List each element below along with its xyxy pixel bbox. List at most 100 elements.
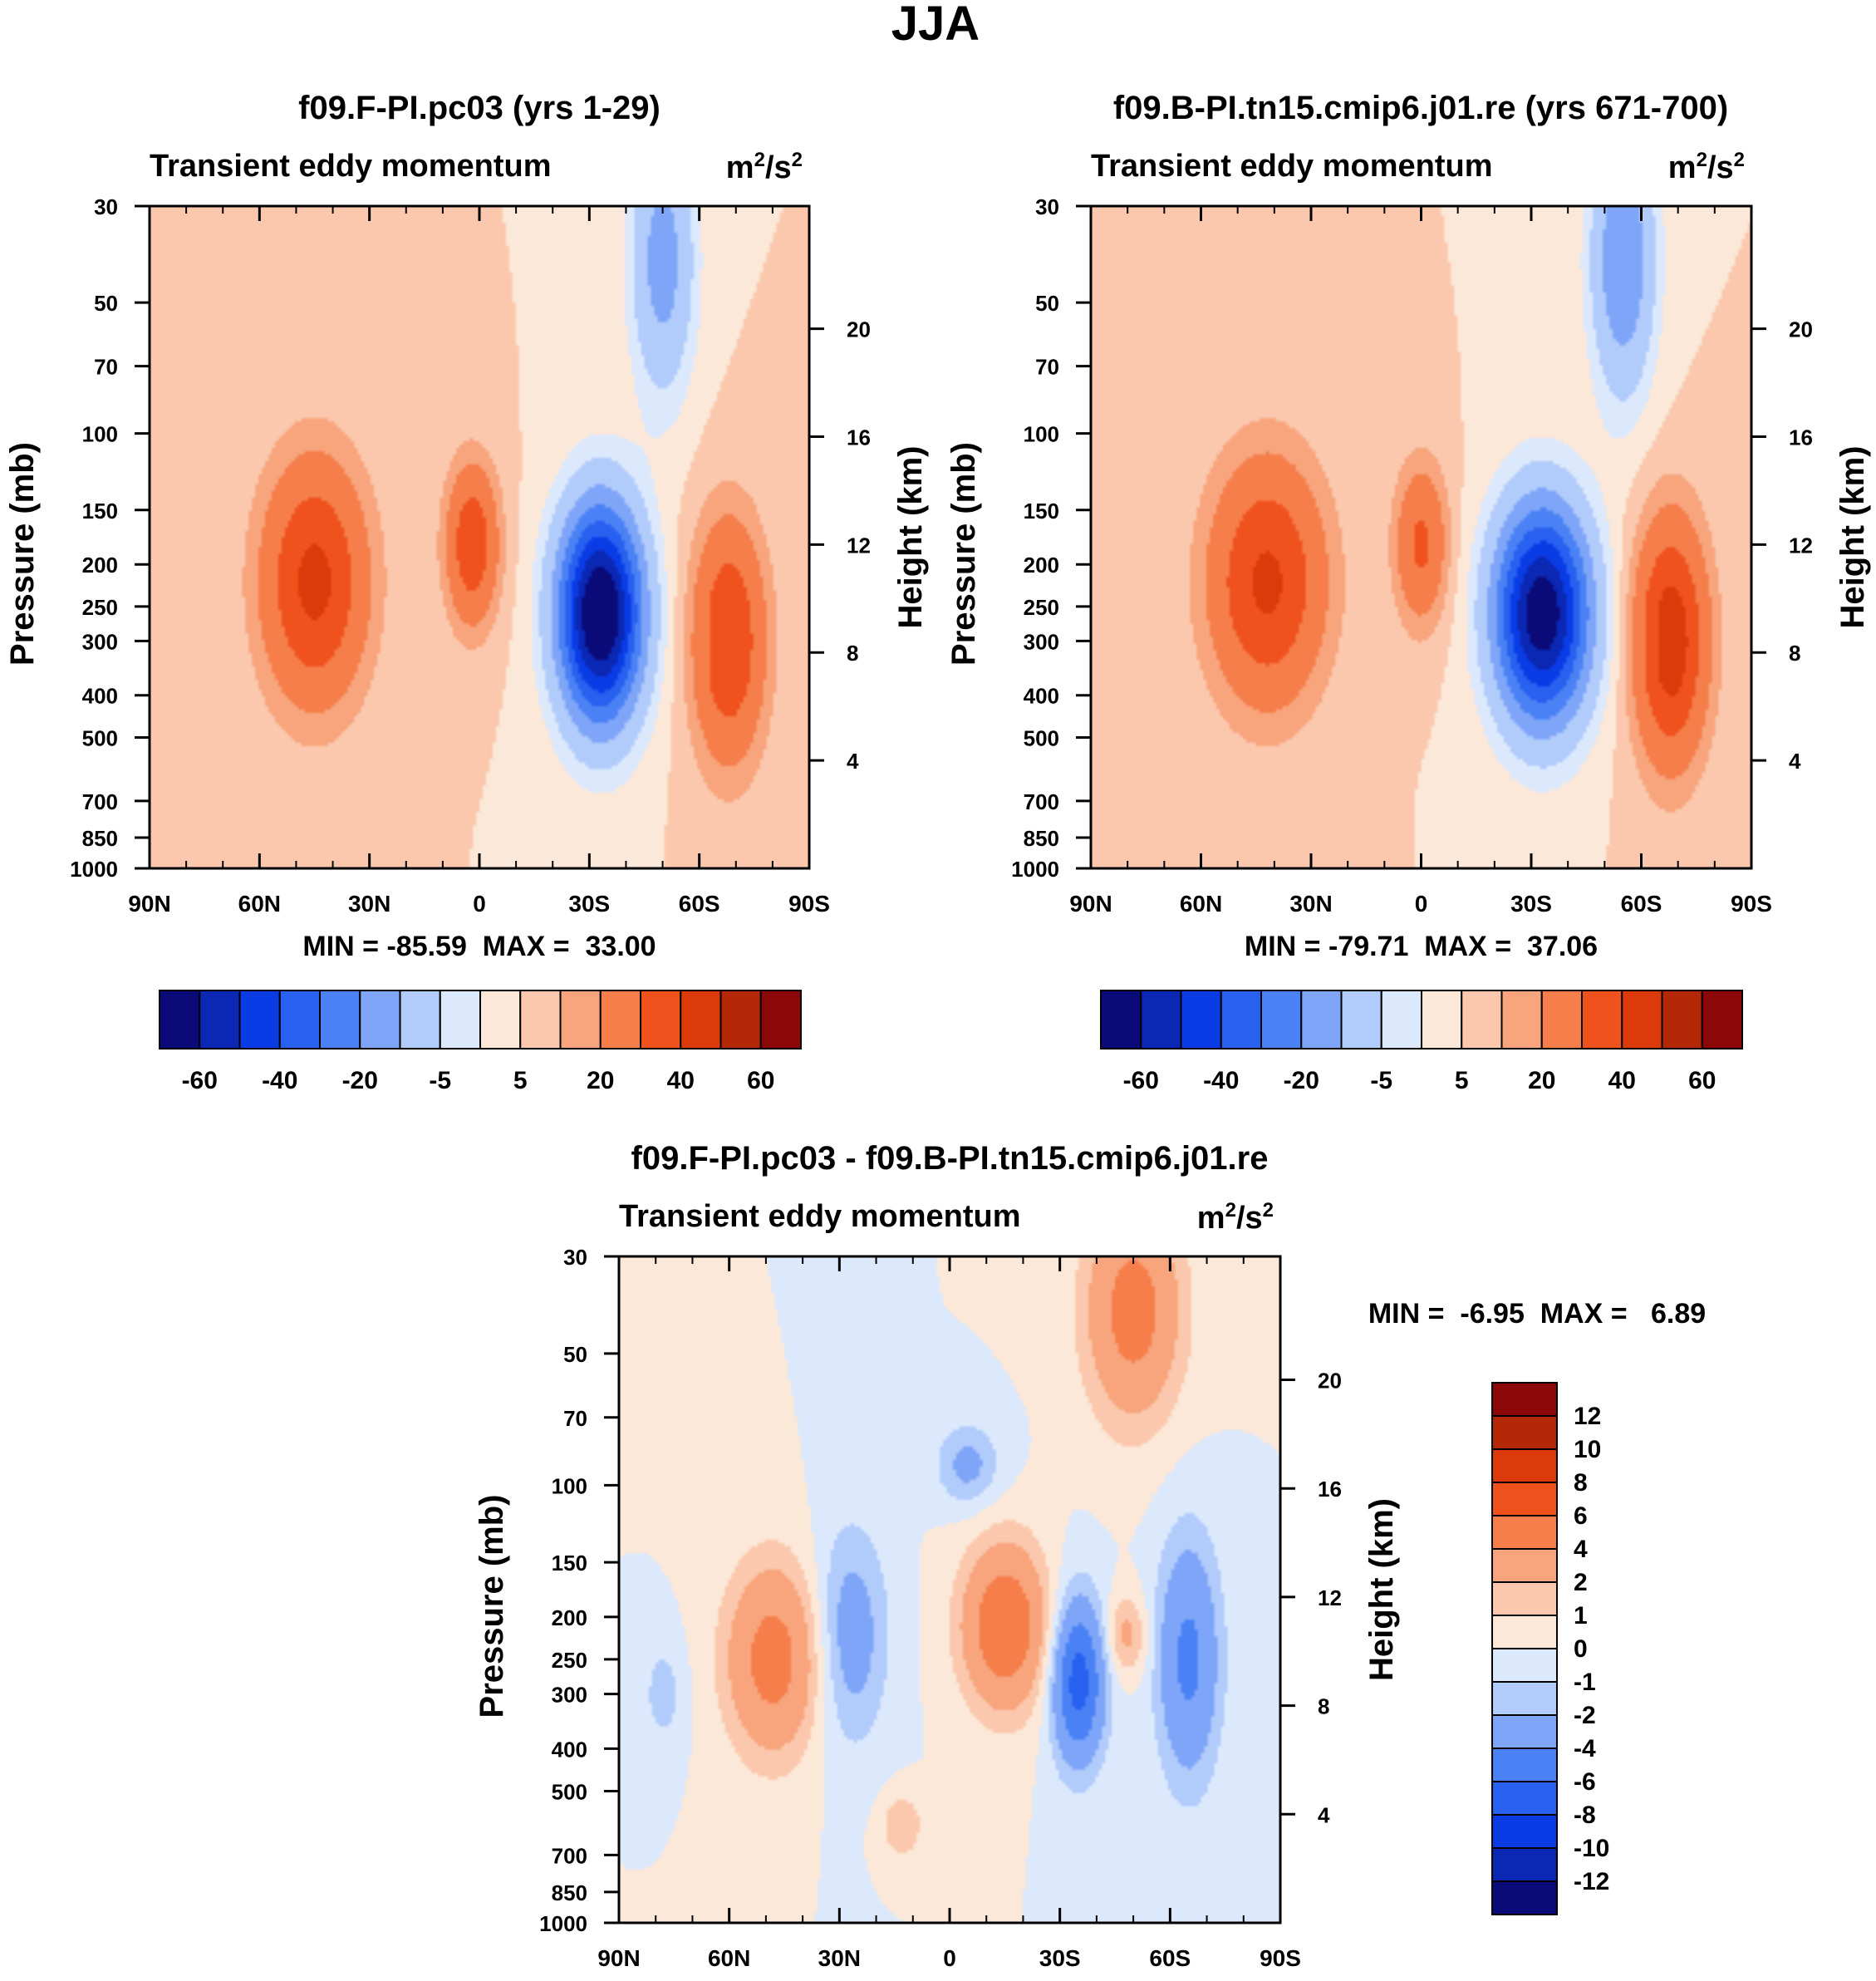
y2-tick-label: 20 bbox=[847, 317, 871, 342]
colorbar-swatch bbox=[1491, 1415, 1558, 1450]
y-tick-label: 1000 bbox=[539, 1911, 587, 1936]
colorbar-swatch bbox=[1491, 1781, 1558, 1816]
x-tick-label: 90S bbox=[788, 891, 830, 917]
colorbar-swatch bbox=[1491, 1847, 1558, 1882]
units-sup: 2 bbox=[1734, 149, 1745, 171]
y2-tick-label: 4 bbox=[847, 749, 859, 774]
y-tick-label: 1000 bbox=[1011, 857, 1059, 882]
units-sup: 2 bbox=[1225, 1199, 1236, 1222]
colorbar-swatch bbox=[439, 990, 481, 1049]
y2-tick-label: 16 bbox=[1318, 1477, 1342, 1502]
colorbar-swatch bbox=[1491, 1615, 1558, 1649]
units-mid: /s bbox=[1236, 1201, 1263, 1236]
x-tick-label: 60N bbox=[238, 891, 281, 917]
x-tick-label: 90N bbox=[128, 891, 170, 917]
x-tick-label: 90S bbox=[1260, 1945, 1301, 1971]
y2-tick-label: 12 bbox=[847, 533, 871, 558]
y-tick-label: 700 bbox=[552, 1843, 587, 1868]
x-tick-label: 60S bbox=[1621, 891, 1662, 917]
colorbar-label: -40 bbox=[1203, 1067, 1239, 1094]
x-tick-label: 0 bbox=[1415, 891, 1428, 917]
colorbar-label: 0 bbox=[1574, 1635, 1588, 1663]
x-tick-label: 60S bbox=[1149, 1945, 1191, 1971]
y-tick-label: 1000 bbox=[70, 857, 118, 882]
y-tick-label: 100 bbox=[82, 422, 118, 447]
colorbar-swatch bbox=[359, 990, 401, 1049]
y-tick-label: 500 bbox=[552, 1779, 587, 1804]
colorbar-swatch bbox=[1461, 990, 1503, 1049]
colorbar-swatch bbox=[1491, 1581, 1558, 1616]
colorbar-swatch bbox=[559, 990, 602, 1049]
units-mid: /s bbox=[1707, 150, 1734, 185]
colorbar-swatch bbox=[1491, 1681, 1558, 1716]
colorbar-swatch bbox=[1491, 1714, 1558, 1749]
y-tick-label: 200 bbox=[552, 1605, 587, 1630]
colorbar-swatch bbox=[1500, 990, 1543, 1049]
x-tick-label: 30S bbox=[1510, 891, 1552, 917]
colorbar-swatch bbox=[1701, 990, 1743, 1049]
x-tick-label: 90N bbox=[1069, 891, 1112, 917]
panel-subtitle: Transient eddy momentum bbox=[150, 149, 552, 184]
x-tick-label: 30N bbox=[818, 1945, 861, 1971]
colorbar-label: -12 bbox=[1574, 1868, 1609, 1895]
y-tick-label: 300 bbox=[1024, 629, 1059, 654]
y-tick-label: 300 bbox=[82, 629, 118, 654]
min-max-stats: MIN = -79.71 MAX = 37.06 bbox=[1245, 931, 1598, 962]
x-tick-label: 60S bbox=[679, 891, 720, 917]
colorbar-swatch bbox=[640, 990, 682, 1049]
colorbar-label: -60 bbox=[182, 1067, 218, 1094]
colorbar-swatch bbox=[278, 990, 321, 1049]
units-base: m bbox=[1668, 150, 1697, 185]
y-tick-label: 500 bbox=[82, 725, 118, 750]
y2-axis-title: Height (km) bbox=[1363, 1498, 1400, 1681]
colorbar: -60 -40 -20 -5 5 20 40 60 bbox=[159, 990, 802, 1094]
colorbar-swatch bbox=[1491, 1548, 1558, 1583]
panel-subtitle: Transient eddy momentum bbox=[1091, 149, 1493, 184]
colorbar-label: -20 bbox=[1284, 1067, 1319, 1094]
colorbar-swatch bbox=[199, 990, 241, 1049]
y2-tick-label: 20 bbox=[1789, 317, 1813, 342]
colorbar-label: 8 bbox=[1574, 1469, 1588, 1497]
colorbar-swatch bbox=[1491, 1448, 1558, 1483]
units-sup: 2 bbox=[754, 149, 765, 171]
colorbar-label: 2 bbox=[1574, 1569, 1588, 1596]
panel-1: f09.F-PI.pc03 (yrs 1-29) Transient eddy m… bbox=[4, 90, 929, 1094]
colorbar-label: 20 bbox=[1528, 1067, 1555, 1094]
y-tick-label: 400 bbox=[82, 684, 118, 709]
y-tick-label: 50 bbox=[563, 1342, 587, 1367]
y2-axis-title: Height (km) bbox=[1834, 446, 1871, 629]
colorbar-label: 60 bbox=[1688, 1067, 1716, 1094]
panel-subtitle: Transient eddy momentum bbox=[619, 1199, 1021, 1234]
colorbar-swatch bbox=[1621, 990, 1663, 1049]
colorbar-swatch bbox=[719, 990, 762, 1049]
colorbar-swatch bbox=[1491, 1515, 1558, 1550]
y-tick-label: 500 bbox=[1024, 725, 1059, 750]
x-tick-label: 60N bbox=[708, 1945, 750, 1971]
colorbar-label: -5 bbox=[1370, 1067, 1392, 1094]
colorbar-swatch bbox=[1581, 990, 1623, 1049]
colorbar: -60 -40 -20 -5 5 20 40 60 bbox=[1100, 990, 1743, 1094]
x-tick-label: 30S bbox=[1039, 1945, 1081, 1971]
colorbar-swatch bbox=[1540, 990, 1583, 1049]
y-tick-label: 700 bbox=[82, 789, 118, 814]
colorbar-swatch bbox=[1491, 1880, 1558, 1915]
y2-tick-label: 8 bbox=[1318, 1694, 1329, 1719]
x-tick-label: 0 bbox=[473, 891, 486, 917]
x-tick-label: 30N bbox=[348, 891, 390, 917]
colorbar-label: 5 bbox=[1455, 1067, 1469, 1094]
colorbar-label: 40 bbox=[1608, 1067, 1636, 1094]
min-max-stats: MIN = -6.95 MAX = 6.89 bbox=[1368, 1298, 1706, 1330]
colorbar-label: -20 bbox=[342, 1067, 378, 1094]
y-axis-title: Pressure (mb) bbox=[474, 1495, 510, 1718]
y-tick-label: 50 bbox=[94, 291, 118, 316]
y-tick-label: 200 bbox=[1024, 553, 1059, 578]
y-tick-label: 30 bbox=[94, 194, 118, 219]
units-sup: 2 bbox=[1697, 149, 1707, 171]
min-max-stats: MIN = -85.59 MAX = 33.00 bbox=[302, 931, 656, 962]
colorbar-label: -4 bbox=[1574, 1735, 1596, 1762]
y-tick-label: 300 bbox=[552, 1683, 587, 1708]
x-tick-label: 30N bbox=[1289, 891, 1332, 917]
colorbar-swatch bbox=[1100, 990, 1142, 1049]
colorbar-swatch bbox=[759, 990, 802, 1049]
